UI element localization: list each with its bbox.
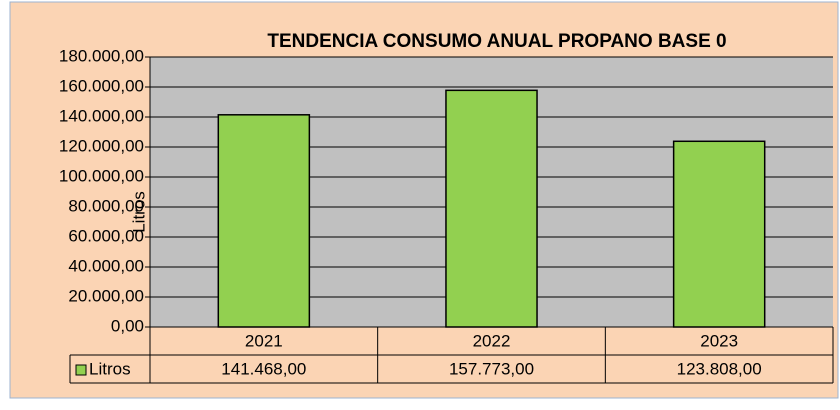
- table-value: 157.773,00: [449, 359, 534, 378]
- table-value: 123.808,00: [677, 359, 762, 378]
- y-tick-label: 100.000,00: [59, 166, 144, 185]
- y-tick-label: 140.000,00: [59, 106, 144, 125]
- y-tick-label: 60.000,00: [68, 226, 144, 245]
- table-value: 141.468,00: [221, 359, 306, 378]
- chart-title: TENDENCIA CONSUMO ANUAL PROPANO BASE 0: [267, 31, 726, 52]
- y-tick-label: 40.000,00: [68, 256, 144, 275]
- y-tick-label: 80.000,00: [68, 196, 144, 215]
- bar: [445, 89, 538, 328]
- y-tick-label: 160.000,00: [59, 76, 144, 95]
- y-tick-label: 180.000,00: [59, 46, 144, 65]
- legend-label: Litros: [89, 359, 131, 378]
- y-axis-label: Litros: [129, 191, 148, 233]
- x-tick-label: 2023: [700, 331, 738, 350]
- legend-key: [75, 364, 87, 376]
- x-tick-label: 2021: [245, 331, 283, 350]
- y-tick-label: 0,00: [111, 316, 144, 335]
- y-tick-label: 120.000,00: [59, 136, 144, 155]
- x-tick-label: 2022: [473, 331, 511, 350]
- bar: [672, 140, 766, 328]
- y-tick-label: 20.000,00: [68, 286, 144, 305]
- bar: [217, 114, 311, 328]
